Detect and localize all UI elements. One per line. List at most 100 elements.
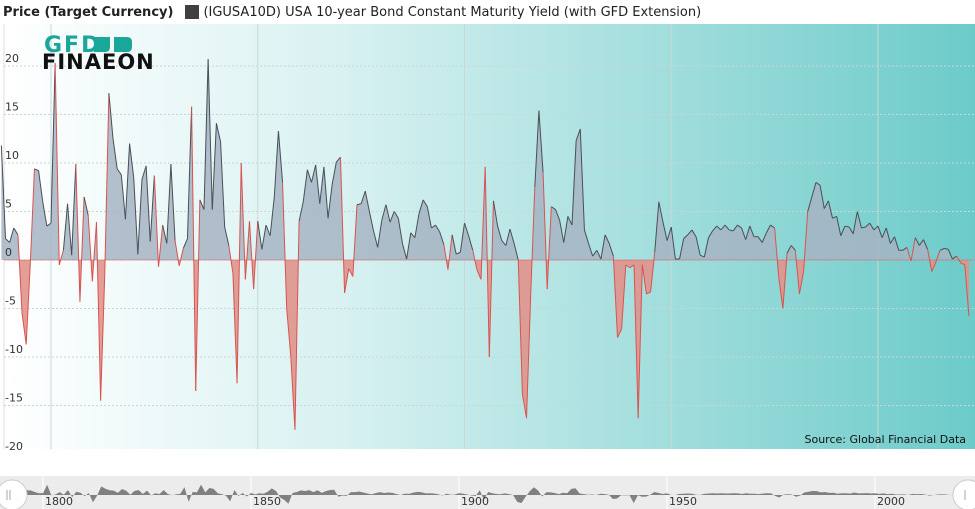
series-segment <box>21 313 27 345</box>
series-segment <box>724 224 730 231</box>
series-segment <box>877 225 883 238</box>
series-segment <box>625 264 631 269</box>
series-segment <box>505 228 511 246</box>
series-segment <box>174 240 180 266</box>
series-segment <box>116 168 122 175</box>
series-segment <box>0 145 7 239</box>
series-segment <box>431 224 436 229</box>
series-segment <box>902 246 908 251</box>
series-segment <box>604 234 610 244</box>
series-segment <box>691 229 697 237</box>
series-segment <box>422 199 428 207</box>
series-segment <box>195 199 201 391</box>
series-segment <box>703 237 709 258</box>
series-segment <box>658 201 664 223</box>
series-segment <box>468 235 474 251</box>
series-segment <box>629 264 635 269</box>
series-segment <box>939 247 945 251</box>
series-segment <box>46 222 52 227</box>
legend-swatch[interactable] <box>185 5 200 19</box>
series-segment <box>592 250 598 257</box>
series-segment <box>282 182 288 309</box>
series-segment <box>244 221 250 280</box>
series-segment <box>145 165 151 242</box>
series-segment <box>666 226 672 241</box>
series-segment <box>62 203 69 251</box>
navigator[interactable]: 1800 1850 1900 1950 2000 <box>0 476 975 509</box>
series-segment <box>182 238 188 249</box>
series-segment <box>575 128 581 141</box>
navigator-right-handle[interactable] <box>952 479 975 509</box>
series-segment <box>770 224 775 229</box>
series-segment <box>112 138 118 169</box>
series-segment <box>881 227 887 238</box>
series-segment <box>637 264 643 419</box>
series-segment <box>918 239 924 246</box>
series-segment <box>368 211 375 232</box>
y-axis-ticks: -20 -15 -10 -5 0 5 10 15 20 <box>5 52 23 453</box>
series-segment <box>579 129 585 230</box>
series-segment <box>286 308 292 358</box>
series-segment <box>571 140 577 226</box>
series-segment <box>253 221 259 290</box>
series-segment <box>621 264 627 329</box>
series-segment <box>964 264 970 317</box>
series-segment <box>311 164 317 183</box>
series-segment <box>947 249 953 260</box>
series-segment <box>393 211 399 219</box>
series-segment <box>931 261 937 272</box>
series-segment <box>87 215 93 282</box>
series-segment <box>546 206 552 290</box>
series-segment <box>410 232 416 239</box>
chart-title-bar: Price (Target Currency) (IGUSA10D) USA 1… <box>0 0 975 24</box>
navigator-area <box>0 484 967 504</box>
series-segment <box>248 221 255 290</box>
series-segment <box>265 224 271 236</box>
series-segment <box>526 295 532 419</box>
series-segment <box>129 143 135 178</box>
series-segment <box>960 262 966 266</box>
series-segment <box>827 200 834 219</box>
legend-series-label[interactable]: (IGUSA10D) USA 10-year Bond Constant Mat… <box>203 4 702 20</box>
series-segment <box>852 211 858 234</box>
series-segment <box>426 206 432 229</box>
series-segment <box>91 222 97 282</box>
series-segment <box>670 226 676 260</box>
series-segment <box>58 250 64 265</box>
series-segment <box>782 253 788 309</box>
navigator-ticks: 1800 1850 1900 1950 2000 <box>45 495 905 508</box>
gfd-logo: GFD FINAEON <box>42 33 154 74</box>
series-segment <box>170 163 176 241</box>
series-segment <box>646 291 651 295</box>
series-segment <box>811 182 817 198</box>
series-segment <box>29 168 35 263</box>
series-segment <box>17 234 23 314</box>
logo-leaf-icon-2 <box>114 37 132 52</box>
series-segment <box>401 243 408 260</box>
y-tick-label: -15 <box>5 392 23 405</box>
series-segment <box>104 93 110 275</box>
series-segment <box>927 249 933 272</box>
y-tick-label: 0 <box>5 246 12 259</box>
series-segment <box>914 237 920 246</box>
series-segment <box>662 222 668 241</box>
series-segment <box>836 216 842 236</box>
navigator-tick-label: 1850 <box>253 495 281 508</box>
series-segment <box>794 250 800 294</box>
series-segment <box>302 169 308 202</box>
series-segment <box>596 250 602 260</box>
series-segment <box>741 227 747 240</box>
series-segment <box>290 356 296 430</box>
series-segment <box>203 59 209 210</box>
series-segment <box>906 247 912 262</box>
series-segment <box>778 277 784 309</box>
navigator-left-handle[interactable] <box>0 479 28 509</box>
series-segment <box>484 166 490 358</box>
y-tick-label: 15 <box>5 101 19 114</box>
series-segment <box>273 130 279 197</box>
series-segment <box>757 236 763 243</box>
series-segment <box>397 218 403 244</box>
series-segment <box>641 264 647 295</box>
series-segment <box>530 187 536 296</box>
